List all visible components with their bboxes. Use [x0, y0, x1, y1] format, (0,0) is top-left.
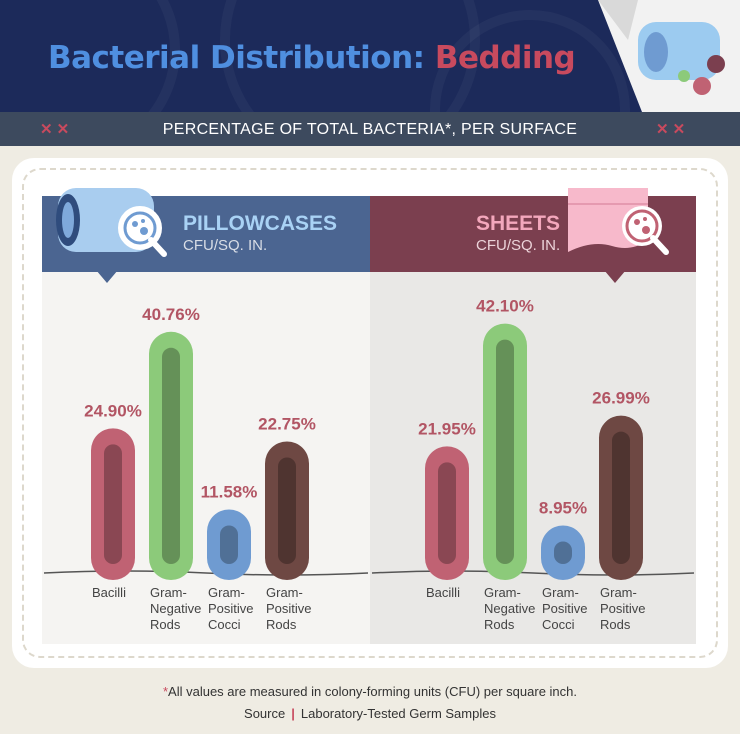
- sheets-unit: CFU/SQ. IN.: [476, 237, 561, 254]
- sheets-value-label-1: 42.10%: [476, 297, 534, 316]
- pillowcases-bar-core-0: [104, 444, 122, 564]
- pillowcases-category-label-1: Gram-: [150, 585, 187, 600]
- sheets-category-label-1: Rods: [484, 617, 515, 632]
- sheets-title: SHEETS: [476, 212, 561, 235]
- pillowcases-category-label-1: Negative: [150, 601, 201, 616]
- sheets-bar-core-3: [612, 431, 630, 564]
- pillowcases-value-label-2: 11.58%: [201, 482, 258, 501]
- sheets-bar-core-2: [554, 541, 572, 564]
- sheets-category-label-2: Gram-: [542, 585, 579, 600]
- sheets-category-label-2: Cocci: [542, 617, 575, 632]
- source-separator: |: [291, 706, 295, 721]
- cross-decoration-left: ✕✕: [40, 121, 74, 138]
- sheets-category-label-0: Bacilli: [426, 585, 460, 600]
- pillowcases-baseline: [43, 570, 369, 576]
- pillowcases-value-label-0: 24.90%: [84, 401, 142, 420]
- footnote-text: All values are measured in colony-formin…: [168, 684, 577, 699]
- pillowcases-header-pointer: [96, 270, 118, 283]
- pillowcases-category-label-3: Positive: [266, 601, 312, 616]
- sheets-bar-core-0: [438, 462, 456, 564]
- sheets-value-label-3: 26.99%: [592, 389, 650, 408]
- pillowcases-category-label-3: Rods: [266, 617, 297, 632]
- pillowcases-category-label-0: Bacilli: [92, 585, 126, 600]
- pillow-icon: [56, 188, 167, 257]
- card-dashed-border: [22, 168, 718, 658]
- header-banner: [0, 0, 740, 112]
- sheets-category-label-3: Rods: [600, 617, 631, 632]
- sheets-category-label-1: Negative: [484, 601, 535, 616]
- subtitle-bar: [0, 112, 740, 146]
- pillowcases-title: PILLOWCASES: [183, 212, 338, 235]
- footnote-star: *: [162, 684, 169, 699]
- sheets-header-pointer: [604, 270, 626, 283]
- pillow-corner-illustration: [598, 0, 740, 112]
- chart-subtitle: PERCENTAGE OF TOTAL BACTERIA*, PER SURFA…: [162, 121, 578, 138]
- pillowcases-value-label-1: 40.76%: [142, 305, 200, 324]
- pillowcases-category-label-2: Cocci: [208, 617, 241, 632]
- sheets-baseline: [371, 570, 695, 576]
- sheets-category-label-1: Gram-: [484, 585, 521, 600]
- title-main: Bacterial Distribution:: [48, 40, 425, 76]
- sheets-value-label-2: 8.95%: [539, 498, 587, 517]
- title-highlight: Bedding: [434, 40, 576, 76]
- pillowcases-value-label-3: 22.75%: [258, 414, 316, 433]
- source-label: Source: [244, 706, 286, 721]
- footnote: *All values are measured in colony-formi…: [0, 684, 740, 699]
- sheets-category-label-2: Positive: [542, 601, 588, 616]
- pillowcases-bar-core-2: [220, 525, 238, 564]
- sheets-bar-core-1: [496, 339, 514, 564]
- sheets-category-label-3: Gram-: [600, 585, 637, 600]
- pillowcases-bar-core-3: [278, 457, 296, 564]
- pillowcases-category-label-2: Gram-: [208, 585, 245, 600]
- pillowcases-category-label-2: Positive: [208, 601, 254, 616]
- sheets-value-label-0: 21.95%: [418, 419, 476, 438]
- sheet-icon: [568, 188, 669, 255]
- pillowcases-category-label-1: Rods: [150, 617, 181, 632]
- pillowcases-category-label-3: Gram-: [266, 585, 303, 600]
- pillowcases-unit: CFU/SQ. IN.: [183, 237, 268, 254]
- source-text: Laboratory-Tested Germ Samples: [300, 706, 496, 721]
- source-line: Source | Laboratory-Tested Germ Samples: [0, 706, 740, 721]
- page-title: Bacterial Distribution: Bedding: [48, 40, 576, 76]
- cross-decoration-right: ✕✕: [656, 121, 690, 138]
- sheets-category-label-3: Positive: [600, 601, 646, 616]
- pillowcases-bar-core-1: [162, 347, 180, 564]
